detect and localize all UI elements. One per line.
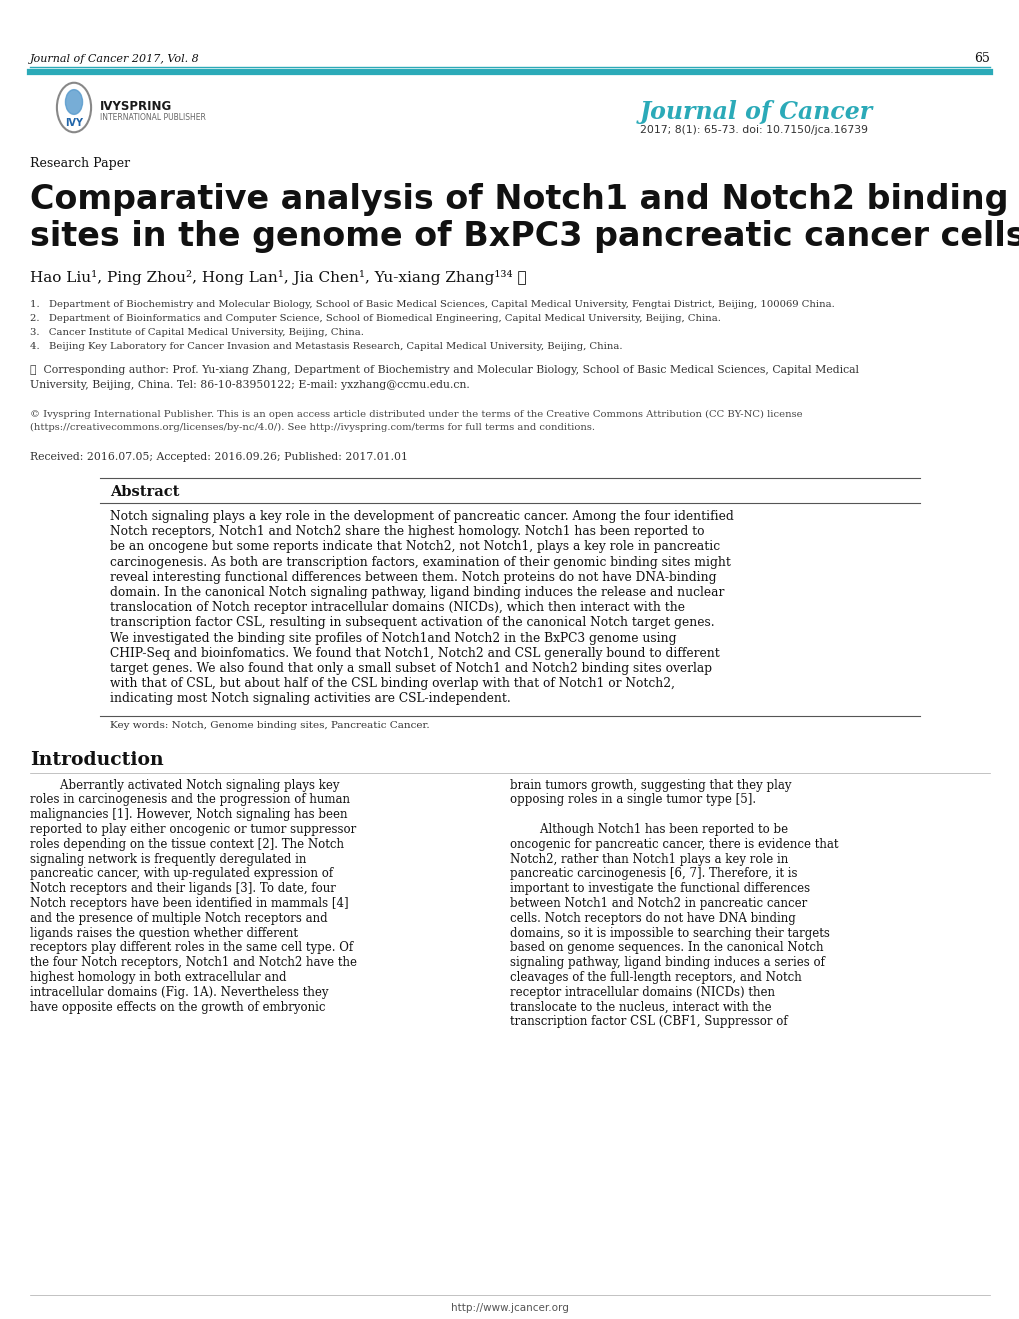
- Text: Introduction: Introduction: [30, 751, 163, 769]
- Text: cleavages of the full-length receptors, and Notch: cleavages of the full-length receptors, …: [510, 971, 801, 984]
- Text: IVYSPRING: IVYSPRING: [100, 100, 172, 113]
- Text: translocation of Notch receptor intracellular domains (NICDs), which then intera: translocation of Notch receptor intracel…: [110, 601, 685, 615]
- Text: Received: 2016.07.05; Accepted: 2016.09.26; Published: 2017.01.01: Received: 2016.07.05; Accepted: 2016.09.…: [30, 452, 408, 462]
- Text: Although Notch1 has been reported to be: Although Notch1 has been reported to be: [510, 823, 788, 836]
- Text: 1.   Department of Biochemistry and Molecular Biology, School of Basic Medical S: 1. Department of Biochemistry and Molecu…: [30, 299, 834, 309]
- Text: Journal of Cancer: Journal of Cancer: [639, 100, 872, 124]
- Text: translocate to the nucleus, interact with the: translocate to the nucleus, interact wit…: [510, 1001, 770, 1013]
- Text: Notch receptors, Notch1 and Notch2 share the highest homology. Notch1 has been r: Notch receptors, Notch1 and Notch2 share…: [110, 525, 704, 538]
- Text: Abstract: Abstract: [110, 485, 179, 499]
- Text: INTERNATIONAL PUBLISHER: INTERNATIONAL PUBLISHER: [100, 113, 206, 121]
- Text: reported to play either oncogenic or tumor suppressor: reported to play either oncogenic or tum…: [30, 823, 356, 836]
- Text: CHIP-Seq and bioinfomatics. We found that Notch1, Notch2 and CSL generally bound: CHIP-Seq and bioinfomatics. We found tha…: [110, 646, 719, 660]
- Text: domain. In the canonical Notch signaling pathway, ligand binding induces the rel: domain. In the canonical Notch signaling…: [110, 586, 723, 599]
- Text: opposing roles in a single tumor type [5].: opposing roles in a single tumor type [5…: [510, 794, 755, 806]
- Text: ✉  Corresponding author: Prof. Yu-xiang Zhang, Department of Biochemistry and Mo: ✉ Corresponding author: Prof. Yu-xiang Z…: [30, 365, 858, 375]
- Text: important to investigate the functional differences: important to investigate the functional …: [510, 882, 809, 896]
- Text: Journal of Cancer 2017, Vol. 8: Journal of Cancer 2017, Vol. 8: [30, 54, 200, 65]
- Text: have opposite effects on the growth of embryonic: have opposite effects on the growth of e…: [30, 1001, 325, 1013]
- Text: Notch signaling plays a key role in the development of pancreatic cancer. Among : Notch signaling plays a key role in the …: [110, 510, 733, 524]
- Circle shape: [65, 90, 83, 115]
- Text: ligands raises the question whether different: ligands raises the question whether diff…: [30, 927, 298, 939]
- Text: pancreatic cancer, with up-regulated expression of: pancreatic cancer, with up-regulated exp…: [30, 868, 333, 880]
- Text: domains, so it is impossible to searching their targets: domains, so it is impossible to searchin…: [510, 927, 829, 939]
- Text: with that of CSL, but about half of the CSL binding overlap with that of Notch1 : with that of CSL, but about half of the …: [110, 677, 675, 690]
- Text: 3.   Cancer Institute of Capital Medical University, Beijing, China.: 3. Cancer Institute of Capital Medical U…: [30, 328, 364, 336]
- Text: intracellular domains (Fig. 1A). Nevertheless they: intracellular domains (Fig. 1A). Neverth…: [30, 985, 328, 998]
- Text: signaling network is frequently deregulated in: signaling network is frequently deregula…: [30, 852, 306, 865]
- Text: © Ivyspring International Publisher. This is an open access article distributed : © Ivyspring International Publisher. Thi…: [30, 410, 802, 419]
- Text: indicating most Notch signaling activities are CSL-independent.: indicating most Notch signaling activiti…: [110, 692, 511, 706]
- Text: Key words: Notch, Genome binding sites, Pancreatic Cancer.: Key words: Notch, Genome binding sites, …: [110, 720, 429, 729]
- Text: roles in carcinogenesis and the progression of human: roles in carcinogenesis and the progress…: [30, 794, 350, 806]
- Text: malignancies [1]. However, Notch signaling has been: malignancies [1]. However, Notch signali…: [30, 809, 347, 822]
- Text: reveal interesting functional differences between them. Notch proteins do not ha: reveal interesting functional difference…: [110, 571, 715, 584]
- Text: brain tumors growth, suggesting that they play: brain tumors growth, suggesting that the…: [510, 778, 791, 791]
- Text: based on genome sequences. In the canonical Notch: based on genome sequences. In the canoni…: [510, 942, 822, 955]
- Text: Notch receptors and their ligands [3]. To date, four: Notch receptors and their ligands [3]. T…: [30, 882, 335, 896]
- Text: signaling pathway, ligand binding induces a series of: signaling pathway, ligand binding induce…: [510, 956, 824, 969]
- Text: We investigated the binding site profiles of Notch1and Notch2 in the BxPC3 genom: We investigated the binding site profile…: [110, 632, 676, 645]
- Text: Notch receptors have been identified in mammals [4]: Notch receptors have been identified in …: [30, 897, 348, 910]
- Text: between Notch1 and Notch2 in pancreatic cancer: between Notch1 and Notch2 in pancreatic …: [510, 897, 806, 910]
- Text: Research Paper: Research Paper: [30, 157, 130, 170]
- Text: target genes. We also found that only a small subset of Notch1 and Notch2 bindin: target genes. We also found that only a …: [110, 662, 711, 675]
- Text: transcription factor CSL (CBF1, Suppressor of: transcription factor CSL (CBF1, Suppress…: [510, 1016, 787, 1029]
- Text: highest homology in both extracellular and: highest homology in both extracellular a…: [30, 971, 286, 984]
- Text: be an oncogene but some reports indicate that Notch2, not Notch1, plays a key ro: be an oncogene but some reports indicate…: [110, 541, 719, 554]
- Text: transcription factor CSL, resulting in subsequent activation of the canonical No: transcription factor CSL, resulting in s…: [110, 616, 714, 629]
- Text: the four Notch receptors, Notch1 and Notch2 have the: the four Notch receptors, Notch1 and Not…: [30, 956, 357, 969]
- Text: receptors play different roles in the same cell type. Of: receptors play different roles in the sa…: [30, 942, 353, 955]
- Text: receptor intracellular domains (NICDs) then: receptor intracellular domains (NICDs) t…: [510, 985, 774, 998]
- Text: 65: 65: [973, 51, 989, 65]
- Text: Aberrantly activated Notch signaling plays key: Aberrantly activated Notch signaling pla…: [30, 778, 339, 791]
- Text: pancreatic carcinogenesis [6, 7]. Therefore, it is: pancreatic carcinogenesis [6, 7]. Theref…: [510, 868, 797, 880]
- Text: sites in the genome of BxPC3 pancreatic cancer cells: sites in the genome of BxPC3 pancreatic …: [30, 220, 1019, 253]
- Text: oncogenic for pancreatic cancer, there is evidence that: oncogenic for pancreatic cancer, there i…: [510, 838, 838, 851]
- Text: IVY: IVY: [65, 117, 83, 128]
- Text: Notch2, rather than Notch1 plays a key role in: Notch2, rather than Notch1 plays a key r…: [510, 852, 788, 865]
- Text: roles depending on the tissue context [2]. The Notch: roles depending on the tissue context [2…: [30, 838, 343, 851]
- Text: Comparative analysis of Notch1 and Notch2 binding: Comparative analysis of Notch1 and Notch…: [30, 183, 1008, 216]
- Text: (https://creativecommons.org/licenses/by-nc/4.0/). See http://ivyspring.com/term: (https://creativecommons.org/licenses/by…: [30, 423, 594, 433]
- Text: 2017; 8(1): 65-73. doi: 10.7150/jca.16739: 2017; 8(1): 65-73. doi: 10.7150/jca.1673…: [639, 125, 867, 135]
- Text: http://www.jcancer.org: http://www.jcancer.org: [450, 1303, 569, 1312]
- Text: 2.   Department of Bioinformatics and Computer Science, School of Biomedical Eng: 2. Department of Bioinformatics and Comp…: [30, 314, 720, 323]
- Text: cells. Notch receptors do not have DNA binding: cells. Notch receptors do not have DNA b…: [510, 911, 795, 925]
- Text: and the presence of multiple Notch receptors and: and the presence of multiple Notch recep…: [30, 911, 327, 925]
- Text: 4.   Beijing Key Laboratory for Cancer Invasion and Metastasis Research, Capital: 4. Beijing Key Laboratory for Cancer Inv…: [30, 342, 622, 351]
- Text: carcinogenesis. As both are transcription factors, examination of their genomic : carcinogenesis. As both are transcriptio…: [110, 555, 731, 568]
- Text: University, Beijing, China. Tel: 86-10-83950122; E-mail: yxzhang@ccmu.edu.cn.: University, Beijing, China. Tel: 86-10-8…: [30, 380, 470, 390]
- Text: Hao Liu¹, Ping Zhou², Hong Lan¹, Jia Chen¹, Yu-xiang Zhang¹³⁴ ✉: Hao Liu¹, Ping Zhou², Hong Lan¹, Jia Che…: [30, 270, 526, 285]
